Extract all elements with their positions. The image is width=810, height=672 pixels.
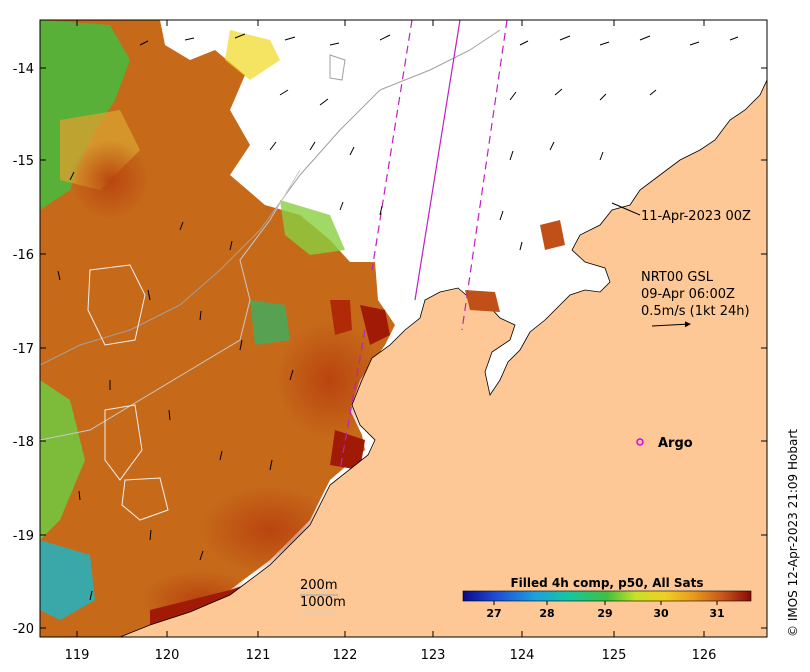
- credit-label: © IMOS 12-Apr-2023 21:09 Hobart: [786, 429, 800, 637]
- colorbar-tick: 29: [597, 601, 613, 620]
- bathy-eddy-2: [104, 404, 143, 481]
- colorbar-title: Filled 4h comp, p50, All Sats: [510, 576, 703, 590]
- depth-1000-label: 1000m: [300, 595, 346, 610]
- plot-frame: [39, 19, 768, 638]
- sst-hot-coast-1: [360, 305, 390, 345]
- svg-text:-15: -15: [13, 154, 34, 169]
- lon-tick: 126: [692, 20, 717, 663]
- current-scale: 0.5m/s (1kt 24h): [641, 304, 750, 319]
- bathy-scott-reef: [329, 54, 346, 81]
- svg-text:30: 30: [653, 607, 669, 620]
- lon-axis: 119 120 121 122 123 124 125 126: [65, 20, 717, 663]
- lon-tick: 122: [333, 20, 358, 663]
- lat-tick: -14: [13, 62, 767, 77]
- sst-hot-coast-3: [330, 300, 352, 335]
- lat-axis: -14 -15 -16 -17 -18 -19 -20: [13, 62, 767, 637]
- lat-tick: -15: [13, 154, 767, 169]
- sat-track-solid: [414, 20, 461, 301]
- date-label: 11-Apr-2023 00Z: [641, 209, 751, 224]
- sst-green-patch-mid: [280, 200, 345, 255]
- current-title: NRT00 GSL: [641, 270, 714, 285]
- lon-tick: 123: [421, 20, 446, 663]
- bathy-contour-1000: [40, 169, 301, 441]
- colorbar-ticks: 27 28 29 30 31: [486, 601, 725, 620]
- sst-cool-patch-w: [40, 380, 85, 540]
- svg-text:121: 121: [246, 648, 271, 663]
- lat-tick: -19: [13, 529, 767, 544]
- svg-text:124: 124: [510, 648, 535, 663]
- sat-track-dash-1: [371, 20, 413, 271]
- svg-text:120: 120: [155, 648, 180, 663]
- depth-200-label: 200m: [300, 578, 337, 593]
- colorbar-tick: 31: [709, 601, 725, 620]
- bathy-eddy-3: [121, 477, 169, 521]
- land-mass: [119, 20, 767, 637]
- svg-text:29: 29: [597, 607, 612, 620]
- svg-text:31: 31: [709, 607, 724, 620]
- colorbar-tick: 30: [653, 601, 669, 620]
- argo-marker: [636, 438, 644, 446]
- svg-text:123: 123: [421, 648, 446, 663]
- lon-tick: 120: [155, 20, 180, 663]
- sst-green-patch-e: [250, 300, 290, 345]
- sst-hot-coast-2: [330, 430, 365, 470]
- colorbar-tick: 27: [486, 601, 502, 620]
- svg-text:126: 126: [692, 648, 717, 663]
- sat-track-dash-3: [339, 329, 366, 471]
- lon-tick: 125: [602, 20, 627, 663]
- lat-tick: -20: [13, 622, 767, 637]
- svg-text:27: 27: [486, 607, 501, 620]
- current-scale-arrow: [651, 321, 691, 328]
- svg-text:-16: -16: [13, 248, 34, 263]
- lat-tick: -17: [13, 342, 767, 357]
- date-leader-line: [611, 202, 641, 216]
- svg-text:-20: -20: [13, 622, 34, 637]
- sst-yellow-patch-2: [225, 30, 280, 80]
- lon-tick: 119: [65, 20, 90, 663]
- svg-text:28: 28: [539, 607, 554, 620]
- lon-tick: 124: [510, 20, 535, 663]
- bathy-eddy-1: [87, 264, 146, 346]
- sst-coast-kimberley: [540, 220, 565, 250]
- svg-text:119: 119: [65, 648, 90, 663]
- sst-coast-kimberley-2: [465, 290, 500, 312]
- svg-text:-18: -18: [13, 435, 34, 450]
- sst-warm-core-4: [70, 140, 150, 220]
- lat-tick: -16: [13, 248, 767, 263]
- argo-label: Argo: [658, 436, 693, 451]
- svg-text:-17: -17: [13, 342, 34, 357]
- lat-tick: -18: [13, 435, 767, 450]
- lon-tick: 121: [246, 20, 271, 663]
- sst-cool-patch-sw: [40, 540, 95, 620]
- colorbar: [462, 590, 752, 602]
- svg-text:-19: -19: [13, 529, 34, 544]
- svg-text:-14: -14: [13, 62, 34, 77]
- svg-text:125: 125: [602, 648, 627, 663]
- current-vectors: [57, 33, 739, 601]
- sat-track-dash-2: [461, 20, 508, 331]
- current-time: 09-Apr 06:00Z: [641, 287, 735, 302]
- colorbar-tick: 28: [539, 601, 555, 620]
- svg-text:122: 122: [333, 648, 358, 663]
